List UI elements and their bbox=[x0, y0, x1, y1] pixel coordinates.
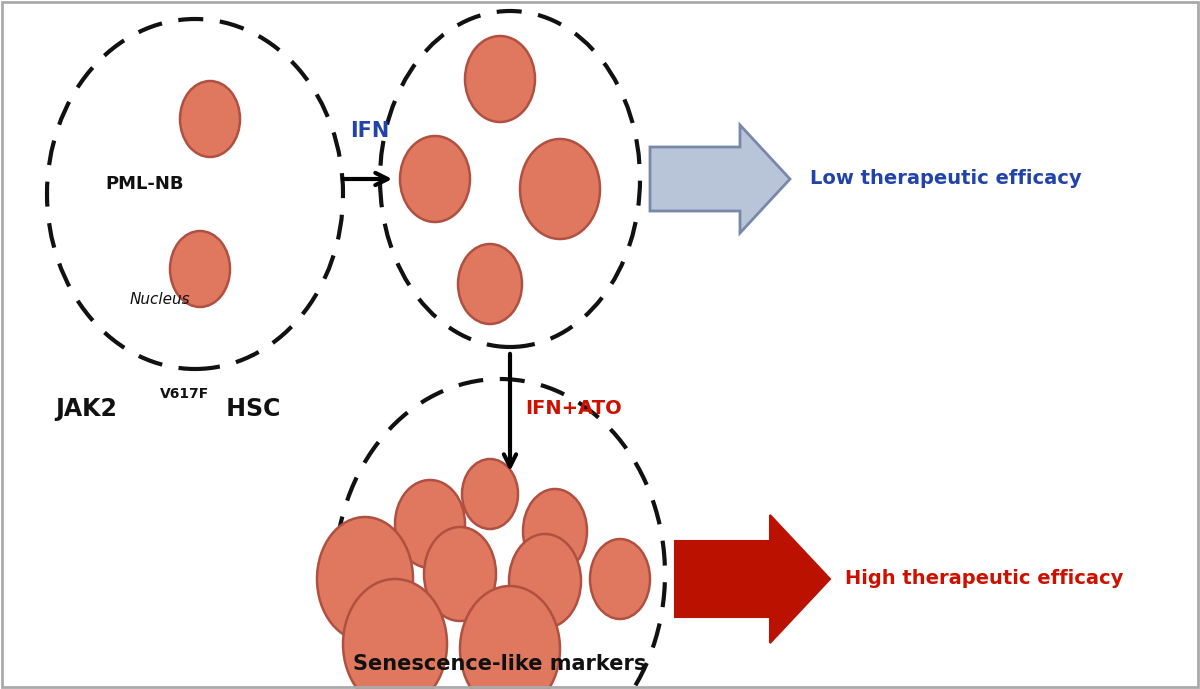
Ellipse shape bbox=[520, 139, 600, 239]
Ellipse shape bbox=[509, 534, 581, 628]
Ellipse shape bbox=[590, 539, 650, 619]
Ellipse shape bbox=[523, 489, 587, 573]
Ellipse shape bbox=[424, 527, 496, 621]
Ellipse shape bbox=[170, 231, 230, 307]
Text: V617F: V617F bbox=[160, 387, 209, 401]
Ellipse shape bbox=[180, 81, 240, 157]
Ellipse shape bbox=[317, 517, 413, 641]
Ellipse shape bbox=[395, 480, 466, 568]
Polygon shape bbox=[650, 125, 790, 233]
Text: High therapeutic efficacy: High therapeutic efficacy bbox=[845, 570, 1123, 588]
Text: IFN: IFN bbox=[350, 121, 389, 141]
Text: Senescence-like markers: Senescence-like markers bbox=[353, 654, 647, 674]
Ellipse shape bbox=[343, 579, 446, 689]
Text: IFN+ATO: IFN+ATO bbox=[526, 400, 622, 418]
Text: JAK2: JAK2 bbox=[55, 397, 116, 421]
Ellipse shape bbox=[462, 459, 518, 529]
Ellipse shape bbox=[466, 36, 535, 122]
Ellipse shape bbox=[400, 136, 470, 222]
Text: PML-NB: PML-NB bbox=[106, 175, 184, 193]
Polygon shape bbox=[674, 515, 830, 643]
Text: Low therapeutic efficacy: Low therapeutic efficacy bbox=[810, 169, 1081, 189]
Ellipse shape bbox=[460, 586, 560, 689]
Text: HSC: HSC bbox=[218, 397, 281, 421]
Ellipse shape bbox=[458, 244, 522, 324]
Text: Nucleus: Nucleus bbox=[130, 291, 191, 307]
